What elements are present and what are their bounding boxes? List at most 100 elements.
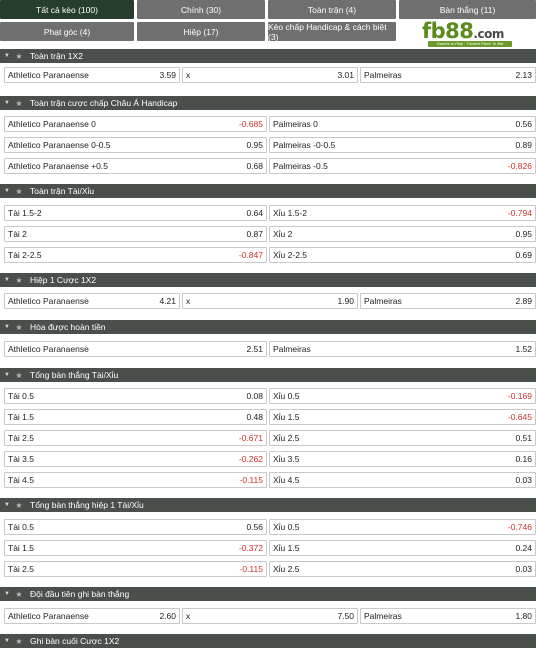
odds-value: 0.95 bbox=[246, 140, 263, 150]
favorite-star-icon[interactable]: ★ bbox=[15, 636, 23, 646]
tab-full-match[interactable]: Toàn trận (4) bbox=[268, 0, 396, 19]
odds-row: Athletico Paranaense 4.21 x 1.90 Palmeiras 2.… bbox=[4, 293, 536, 309]
tab-goals[interactable]: Bàn thắng (11) bbox=[399, 0, 536, 19]
favorite-star-icon[interactable]: ★ bbox=[15, 98, 23, 108]
odds-cell[interactable]: Xỉu 2.5 0.03 bbox=[269, 561, 536, 577]
odds-value: -0.826 bbox=[507, 161, 532, 171]
favorite-star-icon[interactable]: ★ bbox=[15, 275, 23, 285]
collapse-chevron-icon[interactable]: ▼ bbox=[4, 324, 10, 330]
odds-cell[interactable]: Palmeiras 2.89 bbox=[360, 293, 536, 309]
odds-cell[interactable]: Palmeiras 2.13 bbox=[360, 67, 536, 83]
selection-label: Tài 0.5 bbox=[8, 522, 34, 532]
odds-cell[interactable]: Tài 0.5 0.08 bbox=[4, 388, 267, 404]
collapse-chevron-icon[interactable]: ▼ bbox=[4, 277, 10, 283]
section-header[interactable]: ▼ ★ Tổng bàn thắng Tài/Xỉu bbox=[0, 368, 536, 382]
section-header[interactable]: ▼ ★ Đội đầu tiên ghi bàn thắng bbox=[0, 587, 536, 601]
odds-value: 1.90 bbox=[337, 296, 354, 306]
selection-label: Xỉu 0.5 bbox=[273, 391, 300, 401]
odds-cell[interactable]: Tài 3.5 -0.262 bbox=[4, 451, 267, 467]
odds-cell[interactable]: Tài 2-2.5 -0.847 bbox=[4, 247, 267, 263]
odds-cell[interactable]: x 7.50 bbox=[182, 608, 358, 624]
odds-cell[interactable]: Palmeiras 0 0.56 bbox=[269, 116, 536, 132]
odds-row: Athletico Paranaense 3.59 x 3.01 Palmeiras 2.… bbox=[4, 67, 536, 83]
odds-cell[interactable]: Xỉu 0.5 -0.746 bbox=[269, 519, 536, 535]
odds-value: -0.115 bbox=[239, 564, 263, 574]
selection-label: Xỉu 1.5 bbox=[273, 543, 300, 553]
odds-cell[interactable]: Xỉu 4.5 0.03 bbox=[269, 472, 536, 488]
odds-cell[interactable]: Xỉu 2-2.5 0.69 bbox=[269, 247, 536, 263]
section-header[interactable]: ▼ ★ Hiệp 1 Cược 1X2 bbox=[0, 273, 536, 287]
odds-cell[interactable]: Xỉu 0.5 -0.169 bbox=[269, 388, 536, 404]
favorite-star-icon[interactable]: ★ bbox=[15, 51, 23, 61]
odds-cell[interactable]: Tài 4.5 -0.115 bbox=[4, 472, 267, 488]
odds-cell[interactable]: Xỉu 1.5 0.24 bbox=[269, 540, 536, 556]
selection-label: Xỉu 2.5 bbox=[273, 433, 300, 443]
odds-cell[interactable]: Athletico Paranaense 3.59 bbox=[4, 67, 180, 83]
favorite-star-icon[interactable]: ★ bbox=[15, 370, 23, 380]
collapse-chevron-icon[interactable]: ▼ bbox=[4, 372, 10, 378]
odds-value: 0.69 bbox=[515, 250, 532, 260]
odds-cell[interactable]: Tài 1.5-2 0.64 bbox=[4, 205, 267, 221]
favorite-star-icon[interactable]: ★ bbox=[15, 186, 23, 196]
odds-value: -0.115 bbox=[239, 475, 263, 485]
odds-cell[interactable]: x 3.01 bbox=[182, 67, 358, 83]
tab-all-markets[interactable]: Tất cả kèo (100) bbox=[0, 0, 134, 19]
odds-value: 0.89 bbox=[515, 140, 532, 150]
odds-value: -0.847 bbox=[238, 250, 263, 260]
odds-cell[interactable]: Palmeiras 1.52 bbox=[269, 341, 536, 357]
section-header[interactable]: ▼ ★ Toàn trận Tài/Xỉu bbox=[0, 184, 536, 198]
odds-cell[interactable]: Palmeiras 1.80 bbox=[360, 608, 536, 624]
favorite-star-icon[interactable]: ★ bbox=[15, 322, 23, 332]
collapse-chevron-icon[interactable]: ▼ bbox=[4, 591, 10, 597]
odds-cell[interactable]: Tài 0.5 0.56 bbox=[4, 519, 267, 535]
odds-cell[interactable]: Athletico Paranaense 0-0.5 0.95 bbox=[4, 137, 267, 153]
odds-cell[interactable]: Athletico Paranaense 2.51 bbox=[4, 341, 267, 357]
odds-cell[interactable]: Xỉu 1.5 -0.645 bbox=[269, 409, 536, 425]
selection-label: Athletico Paranaense 0 bbox=[8, 119, 96, 129]
odds-cell[interactable]: Tài 2 0.87 bbox=[4, 226, 267, 242]
favorite-star-icon[interactable]: ★ bbox=[15, 500, 23, 510]
collapse-chevron-icon[interactable]: ▼ bbox=[4, 53, 10, 59]
tab-halves[interactable]: Hiệp (17) bbox=[137, 22, 265, 41]
section-header[interactable]: ▼ ★ Tổng bàn thắng hiệp 1 Tài/Xỉu bbox=[0, 498, 536, 512]
selection-label: Tài 1.5 bbox=[8, 412, 34, 422]
odds-cell[interactable]: Tài 1.5 -0.372 bbox=[4, 540, 267, 556]
selection-label: Xỉu 2.5 bbox=[273, 564, 300, 574]
logo-tagline: Games to Play · Trusted Place To Bet bbox=[428, 41, 512, 47]
odds-cell[interactable]: Xỉu 2.5 0.51 bbox=[269, 430, 536, 446]
section-header[interactable]: ▼ ★ Toàn trận 1X2 bbox=[0, 49, 536, 63]
odds-cell[interactable]: Xỉu 1.5-2 -0.794 bbox=[269, 205, 536, 221]
section-header[interactable]: ▼ ★ Toàn trận cược chấp Châu Á Handicap bbox=[0, 96, 536, 110]
odds-cell[interactable]: Xỉu 3.5 0.16 bbox=[269, 451, 536, 467]
fb88-logo[interactable]: fb88.com Games to Play · Trusted Place T… bbox=[400, 19, 536, 49]
odds-cell[interactable]: Tài 1.5 0.48 bbox=[4, 409, 267, 425]
selection-label: Xỉu 4.5 bbox=[273, 475, 300, 485]
collapse-chevron-icon[interactable]: ▼ bbox=[4, 502, 10, 508]
odds-cell[interactable]: Athletico Paranaense +0.5 0.68 bbox=[4, 158, 267, 174]
tab-corners[interactable]: Phạt góc (4) bbox=[0, 22, 134, 41]
section-header[interactable]: ▼ ★ Hòa được hoàn tiền bbox=[0, 320, 536, 334]
selection-label: Athletico Paranaense bbox=[8, 70, 89, 80]
odds-cell[interactable]: Athletico Paranaense 2.60 bbox=[4, 608, 180, 624]
odds-cell[interactable]: Tài 2.5 -0.115 bbox=[4, 561, 267, 577]
section-header[interactable]: ▼ ★ Ghi bàn cuối Cược 1X2 bbox=[0, 634, 536, 648]
odds-cell[interactable]: Palmeiras -0-0.5 0.89 bbox=[269, 137, 536, 153]
tab-handicap[interactable]: Kèo chấp Handicap & cách biệt (3) bbox=[268, 22, 396, 42]
odds-cell[interactable]: x 1.90 bbox=[182, 293, 358, 309]
favorite-star-icon[interactable]: ★ bbox=[15, 589, 23, 599]
collapse-chevron-icon[interactable]: ▼ bbox=[4, 100, 10, 106]
logo-wordmark: fb88.com bbox=[422, 19, 504, 43]
odds-cell[interactable]: Tài 2.5 -0.671 bbox=[4, 430, 267, 446]
section-title: Hòa được hoàn tiền bbox=[30, 322, 106, 332]
odds-cell[interactable]: Xỉu 2 0.95 bbox=[269, 226, 536, 242]
odds-cell[interactable]: Athletico Paranaense 4.21 bbox=[4, 293, 180, 309]
odds-value: -0.372 bbox=[238, 543, 263, 553]
tab-main[interactable]: Chính (30) bbox=[137, 0, 265, 19]
odds-value: -0.645 bbox=[507, 412, 532, 422]
collapse-chevron-icon[interactable]: ▼ bbox=[4, 638, 10, 644]
collapse-chevron-icon[interactable]: ▼ bbox=[4, 188, 10, 194]
odds-value: 1.52 bbox=[515, 344, 532, 354]
odds-row: Tài 2 0.87 Xỉu 2 0.95 bbox=[4, 226, 536, 242]
odds-cell[interactable]: Palmeiras -0.5 -0.826 bbox=[269, 158, 536, 174]
odds-cell[interactable]: Athletico Paranaense 0 -0.685 bbox=[4, 116, 267, 132]
